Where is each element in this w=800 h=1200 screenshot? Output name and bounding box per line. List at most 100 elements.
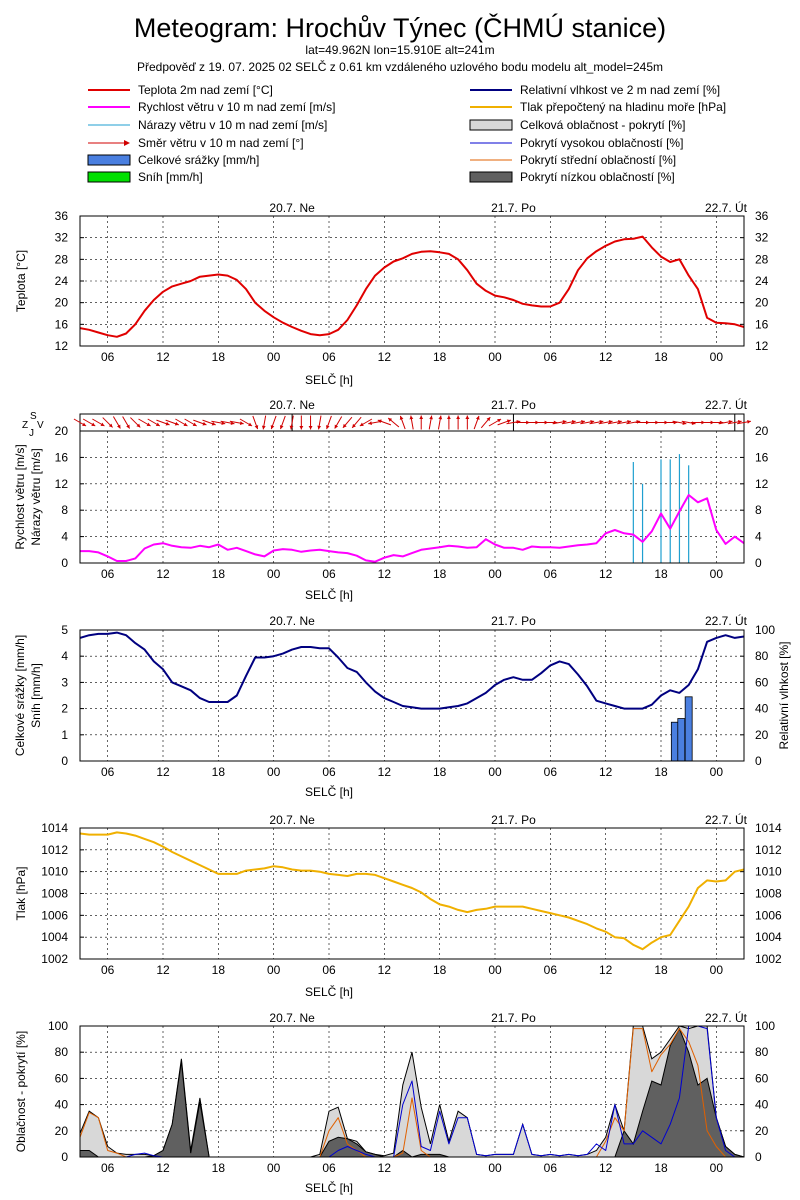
x-tick-label: 18 [433, 963, 447, 977]
direction-arrow-head [377, 419, 382, 424]
plot-frame [79, 430, 745, 564]
x-tick-label: 00 [488, 1161, 502, 1175]
x-tick-label: 06 [322, 350, 336, 364]
y-tick-label-right: 20 [755, 728, 769, 742]
y-tick-label-right: 36 [755, 209, 769, 223]
direction-arrow-head [682, 421, 687, 425]
direction-arrow-head [447, 415, 451, 419]
x-axis-label: SELČ [h] [305, 784, 353, 799]
y-tick-label-right: 60 [755, 1071, 769, 1085]
x-tick-label: 00 [710, 963, 724, 977]
precip-bar [677, 718, 686, 761]
direction-arrow-head [599, 420, 604, 424]
direction-arrow-head [136, 423, 141, 428]
day-label: 21.7. Po [491, 201, 536, 215]
y-tick-label: 1010 [41, 865, 68, 879]
y-tick-label-right: 20 [755, 296, 769, 310]
panel-pressure: 20.7. Ne 21.7. Po 22.7. Út 1002 1002 1004 1004… [14, 812, 782, 999]
day-label: 21.7. Po [491, 1011, 536, 1025]
x-tick-label: 12 [378, 1161, 392, 1175]
x-tick-label: 12 [378, 963, 392, 977]
direction-arrow-head [91, 422, 96, 426]
direction-arrow-head [486, 417, 491, 422]
x-tick-label: 06 [101, 1161, 115, 1175]
right-legend-0-label: Relativní vlhkost ve 2 m nad zemí [%] [520, 83, 720, 97]
x-axis-label: SELČ [h] [305, 372, 353, 387]
compass-z: Z [22, 420, 28, 431]
direction-arrow-head [475, 415, 480, 420]
y-tick-label: 16 [55, 450, 69, 464]
direction-arrow-head [497, 419, 502, 423]
plot-area [80, 454, 744, 563]
x-tick-label: 18 [654, 1161, 668, 1175]
direction-arrow-head [174, 421, 179, 426]
y-tick-label-right: 40 [755, 1098, 769, 1112]
x-tick-label: 00 [267, 963, 281, 977]
y-tick-label-right: 12 [755, 477, 769, 491]
x-tick-label: 06 [101, 963, 115, 977]
day-label: 22.7. Út [705, 397, 748, 412]
day-label: 21.7. Po [491, 614, 536, 628]
cloud-high-line [80, 1026, 744, 1157]
x-tick-label: 06 [322, 963, 336, 977]
direction-arrow-head [100, 422, 105, 426]
y-tick-label-right: 12 [755, 339, 769, 353]
x-tick-label: 06 [101, 350, 115, 364]
direction-arrow-head [359, 422, 364, 426]
plot-area [80, 831, 744, 951]
y-tick-label-right: 4 [755, 530, 762, 544]
y-tick-label: 5 [61, 623, 68, 637]
compass-v: V [37, 420, 44, 431]
y-tick-label-right: 20 [755, 424, 769, 438]
humidity-line [80, 631, 744, 710]
direction-arrow-head [608, 420, 613, 424]
y-tick-label: 0 [61, 1150, 68, 1164]
x-tick-label: 00 [488, 567, 502, 581]
x-tick-label: 18 [212, 1161, 226, 1175]
x-tick-label: 12 [599, 765, 613, 779]
left-legend-5-swatch [87, 171, 131, 183]
x-tick-label: 06 [544, 567, 558, 581]
x-tick-label: 00 [267, 567, 281, 581]
panel-precipitation_humidity: 20.7. Ne 21.7. Po 22.7. Út0 01 202 403 604 805 1… [13, 613, 791, 799]
y-tick-label-right: 1002 [755, 952, 782, 966]
day-label: 20.7. Ne [269, 614, 315, 628]
x-tick-label: 06 [101, 567, 115, 581]
y-tick-label: 8 [61, 503, 68, 517]
right-legend-5-label: Pokrytí nízkou oblačností [%] [520, 170, 675, 184]
x-tick-label: 06 [322, 567, 336, 581]
y-tick-label-right: 32 [755, 231, 769, 245]
y-tick-label: 20 [55, 424, 69, 438]
y-tick-label: 4 [61, 530, 68, 544]
y-tick-label-right: 80 [755, 1045, 769, 1059]
y-tick-label: 1 [61, 728, 68, 742]
direction-arrow-head [562, 420, 567, 424]
left-legend-1-label: Rychlost větru v 10 m nad zemí [m/s] [138, 100, 335, 114]
x-tick-label: 12 [156, 963, 170, 977]
y-axis-label: Rychlost větru [m/s] [13, 444, 27, 549]
y-axis-label: Tlak [hPa] [14, 866, 28, 920]
y-tick-label-right: 0 [755, 754, 762, 768]
y-tick-label: 2 [61, 702, 68, 716]
direction-arrow-head [399, 415, 404, 420]
direction-arrow-head [82, 422, 87, 426]
direction-arrow-head [248, 422, 253, 426]
direction-arrow-head [352, 423, 356, 428]
y-tick-label: 32 [55, 231, 69, 245]
direction-arrow-head [747, 420, 751, 424]
left-legend-3-label: Směr větru v 10 m nad zemí [°] [138, 136, 304, 150]
day-label: 20.7. Ne [269, 1011, 315, 1025]
x-tick-label: 18 [212, 963, 226, 977]
x-tick-label: 12 [156, 567, 170, 581]
right-legend-4-label: Pokrytí střední oblačností [%] [520, 153, 676, 167]
x-axis-label: SELČ [h] [305, 984, 353, 999]
y-tick-label-right: 1010 [755, 865, 782, 879]
direction-strip [73, 413, 751, 432]
left-legend-5-label: Sníh [mm/h] [138, 170, 203, 184]
x-tick-label: 06 [101, 765, 115, 779]
y-tick-label-right: 20 [755, 1124, 769, 1138]
x-tick-label: 18 [433, 350, 447, 364]
y-tick-label: 1012 [41, 843, 68, 857]
